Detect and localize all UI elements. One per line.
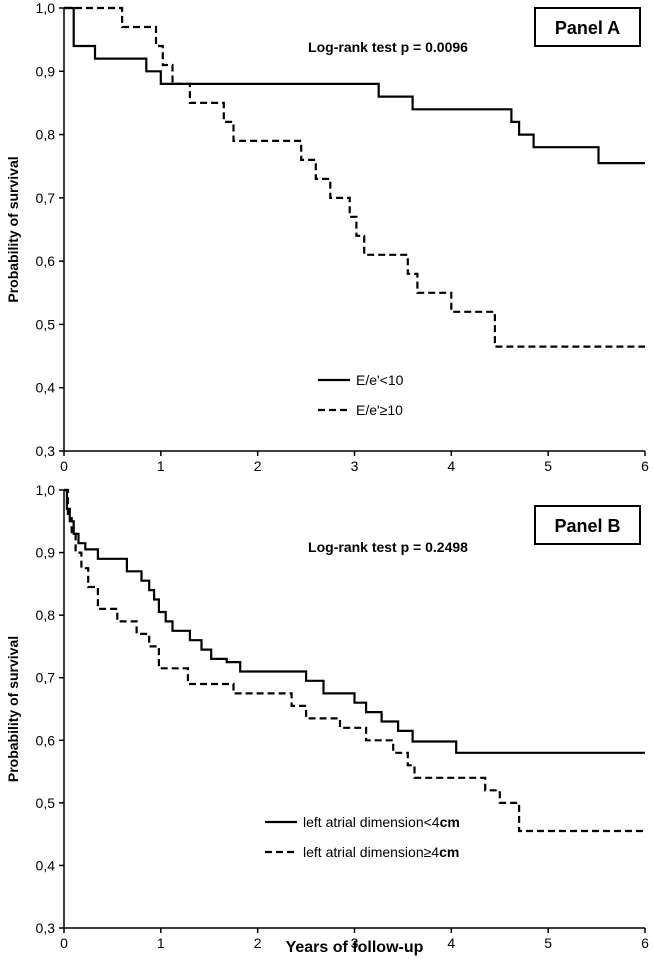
x-tick-label: 5 xyxy=(544,458,552,474)
x-tick-label: 1 xyxy=(157,458,165,474)
legend-series-name: left atrial dimension≥4 xyxy=(303,844,439,860)
legend-label: E/e'≥10 xyxy=(356,402,403,418)
panel-a: 0,3 0,4 0,5 0,6 0,7 0,8 0,9 1,0 0 1 2 3 4 5 6 Probabili… xyxy=(5,0,649,474)
legend-unit: cm xyxy=(439,844,459,860)
y-tick-label: 0,7 xyxy=(36,190,56,206)
legend-label: left atrial dimension≥4cm xyxy=(303,844,459,860)
y-tick-label: 0,8 xyxy=(36,607,56,623)
x-tick-label: 0 xyxy=(60,935,68,951)
y-tick-label: 0,4 xyxy=(36,380,56,396)
panel-label-box xyxy=(534,7,641,47)
survival-curve-dashed xyxy=(64,6,645,348)
legend-label: left atrial dimension<4cm xyxy=(303,814,460,830)
y-tick-label: 0,8 xyxy=(36,127,56,143)
legend-series-name: E/e'<10 xyxy=(356,372,404,388)
x-tick-label: 0 xyxy=(60,458,68,474)
x-tick-label: 5 xyxy=(544,935,552,951)
y-tick-label: 0,4 xyxy=(36,857,56,873)
y-tick-label: 0,9 xyxy=(36,63,56,79)
panel-label: Panel B xyxy=(554,516,620,536)
y-tick-label: 0,5 xyxy=(36,795,56,811)
x-tick-label: 3 xyxy=(351,935,359,951)
y-axis-label: Probability of survival xyxy=(5,636,21,782)
x-tick-label: 2 xyxy=(254,935,262,951)
x-tick-label: 1 xyxy=(157,935,165,951)
panel-label: Panel A xyxy=(555,18,620,38)
survival-curve-solid xyxy=(64,6,645,165)
x-tick-label: 4 xyxy=(447,458,455,474)
x-tick-label: 4 xyxy=(447,935,455,951)
legend-series-name: E/e'≥10 xyxy=(356,402,403,418)
y-tick-label: 0,5 xyxy=(36,316,56,332)
y-tick-label: 0,6 xyxy=(36,732,56,748)
y-tick-label: 0,3 xyxy=(36,920,56,936)
y-tick-label: 0,6 xyxy=(36,253,56,269)
log-rank-annotation: Log-rank test p = 0.0096 xyxy=(308,39,468,55)
y-tick-label: 1,0 xyxy=(36,482,56,498)
x-tick-label: 6 xyxy=(641,458,649,474)
x-tick-label: 3 xyxy=(351,458,359,474)
y-tick-label: 0,7 xyxy=(36,670,56,686)
legend-label: E/e'<10 xyxy=(356,372,404,388)
x-tick-label: 2 xyxy=(254,458,262,474)
legend-series-name: left atrial dimension<4 xyxy=(303,814,440,830)
y-tick-label: 0,9 xyxy=(36,545,56,561)
x-axis-label: Years of follow-up xyxy=(286,939,424,956)
y-tick-label: 0,3 xyxy=(36,443,56,459)
y-axis-label: Probability of survival xyxy=(5,156,21,302)
log-rank-annotation: Log-rank test p = 0.2498 xyxy=(308,539,468,555)
x-tick-label: 6 xyxy=(641,935,649,951)
survival-curve-solid xyxy=(64,488,645,754)
legend-unit: cm xyxy=(440,814,460,830)
y-tick-label: 1,0 xyxy=(36,0,56,16)
panel-label-box xyxy=(534,505,641,545)
survival-curve-dashed xyxy=(64,488,645,833)
panel-b: 0,3 0,4 0,5 0,6 0,7 0,8 0,9 1,0 0 1 2 3 4 5 6 Probabili… xyxy=(5,482,649,956)
